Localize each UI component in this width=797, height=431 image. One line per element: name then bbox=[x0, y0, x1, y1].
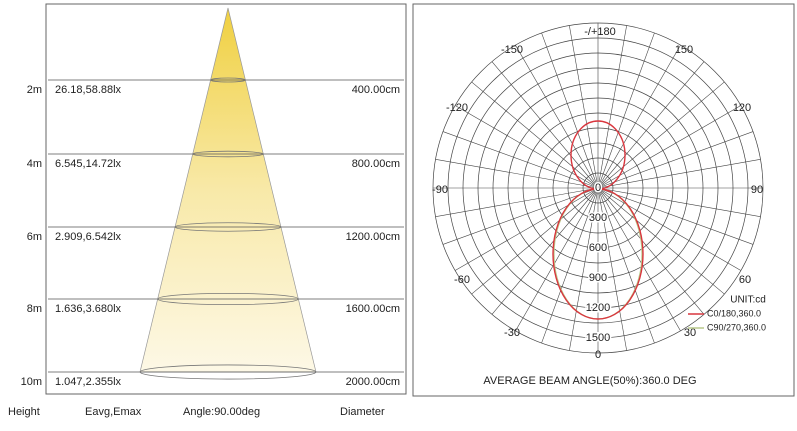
radial-label: 1500 bbox=[586, 332, 610, 344]
curve-c0-upper bbox=[570, 120, 626, 190]
polar-spoke bbox=[597, 187, 754, 245]
polar-spoke bbox=[597, 187, 761, 217]
polar-spoke bbox=[597, 105, 742, 189]
height-label: 10m bbox=[21, 376, 42, 388]
left-group: 2m 26.18,58.88lx 400.00cm 4m 6.545,14.72lx 80… bbox=[8, 77, 404, 418]
height-label: 2m bbox=[27, 84, 42, 96]
legend-label: C90/270,360.0 bbox=[707, 322, 766, 332]
polar-spoke bbox=[597, 131, 754, 189]
polar-spoke bbox=[435, 159, 599, 189]
angle-label: 0 bbox=[595, 349, 601, 361]
radial-label: 1200 bbox=[586, 302, 610, 314]
polar-spoke bbox=[454, 105, 599, 189]
angle-label: 150 bbox=[675, 44, 693, 56]
angle-label: 90 bbox=[751, 184, 763, 196]
polar-spoke bbox=[569, 187, 599, 351]
polar-spoke bbox=[442, 131, 599, 189]
polar-spoke bbox=[442, 187, 599, 245]
polar-spoke bbox=[435, 187, 599, 217]
polar-spoke bbox=[597, 61, 705, 189]
footer-label: Height bbox=[8, 406, 40, 418]
polar-chart: -/+180-150 150-120 120-90 90-60 60-30 3000300… bbox=[432, 22, 766, 387]
polar-spoke bbox=[541, 32, 599, 189]
illuminance-label: 1.047,2.355lx bbox=[55, 376, 122, 388]
polar-spoke bbox=[597, 81, 725, 189]
radial-label: 900 bbox=[589, 272, 607, 284]
radial-label: 0 bbox=[595, 182, 601, 194]
angle-label: -120 bbox=[446, 102, 468, 114]
angle-label: 120 bbox=[733, 102, 751, 114]
polar-spoke bbox=[597, 44, 681, 189]
angle-label: -60 bbox=[454, 274, 470, 286]
illuminance-label: 6.545,14.72lx bbox=[55, 158, 122, 170]
left-panel bbox=[45, 3, 407, 395]
footer-label: Eavg,Emax bbox=[85, 406, 142, 418]
illuminance-label: 26.18,58.88lx bbox=[55, 84, 122, 96]
beam-ellipse bbox=[157, 292, 299, 306]
height-label: 4m bbox=[27, 158, 42, 170]
polar-spoke bbox=[471, 81, 599, 189]
beam-cone bbox=[139, 7, 317, 373]
polar-spoke bbox=[597, 159, 761, 189]
polar-spoke bbox=[491, 61, 599, 189]
polar-spoke bbox=[597, 25, 627, 189]
diameter-label: 800.00cm bbox=[352, 158, 400, 170]
height-label: 6m bbox=[27, 231, 42, 243]
angle-label: -90 bbox=[432, 184, 448, 196]
legend-label: C0/180,360.0 bbox=[707, 308, 761, 318]
polar-spoke bbox=[454, 187, 599, 271]
radial-label: 300 bbox=[589, 212, 607, 224]
footer-label: Angle:90.00deg bbox=[183, 406, 260, 418]
height-label: 8m bbox=[27, 303, 42, 315]
right-panel bbox=[412, 3, 795, 397]
angle-label: 30 bbox=[684, 327, 696, 339]
polar-spoke bbox=[597, 187, 655, 344]
diameter-label: 2000.00cm bbox=[346, 376, 400, 388]
angle-label: -150 bbox=[501, 44, 523, 56]
polar-spoke bbox=[597, 32, 655, 189]
polar-spoke bbox=[491, 187, 599, 315]
angle-label: -/+180 bbox=[584, 26, 616, 38]
diameter-label: 1200.00cm bbox=[346, 231, 400, 243]
diameter-label: 400.00cm bbox=[352, 84, 400, 96]
polar-spoke bbox=[569, 25, 599, 189]
polar-spoke bbox=[597, 187, 705, 315]
polar-spoke bbox=[515, 187, 599, 332]
polar-spoke bbox=[597, 187, 742, 271]
polar-spoke bbox=[597, 187, 681, 332]
angle-label: -30 bbox=[504, 327, 520, 339]
diameter-label: 1600.00cm bbox=[346, 303, 400, 315]
illuminance-label: 1.636,3.680lx bbox=[55, 303, 122, 315]
beam-ellipse bbox=[174, 222, 282, 232]
beam-ellipse bbox=[192, 150, 264, 158]
polar-spoke bbox=[597, 187, 627, 351]
unit-label: UNIT:cd bbox=[730, 295, 766, 306]
polar-spoke bbox=[471, 187, 599, 295]
polar-spoke bbox=[515, 44, 599, 189]
beam-ellipse bbox=[139, 364, 317, 380]
beam-ellipse bbox=[210, 77, 246, 83]
radial-label: 600 bbox=[589, 242, 607, 254]
polar-spoke bbox=[541, 187, 599, 344]
footer-label: Diameter bbox=[340, 406, 385, 418]
polar-spoke bbox=[597, 187, 725, 295]
beam-angle: AVERAGE BEAM ANGLE(50%):360.0 DEG bbox=[483, 375, 696, 387]
illuminance-label: 2.909,6.542lx bbox=[55, 231, 122, 243]
angle-label: 60 bbox=[739, 274, 751, 286]
